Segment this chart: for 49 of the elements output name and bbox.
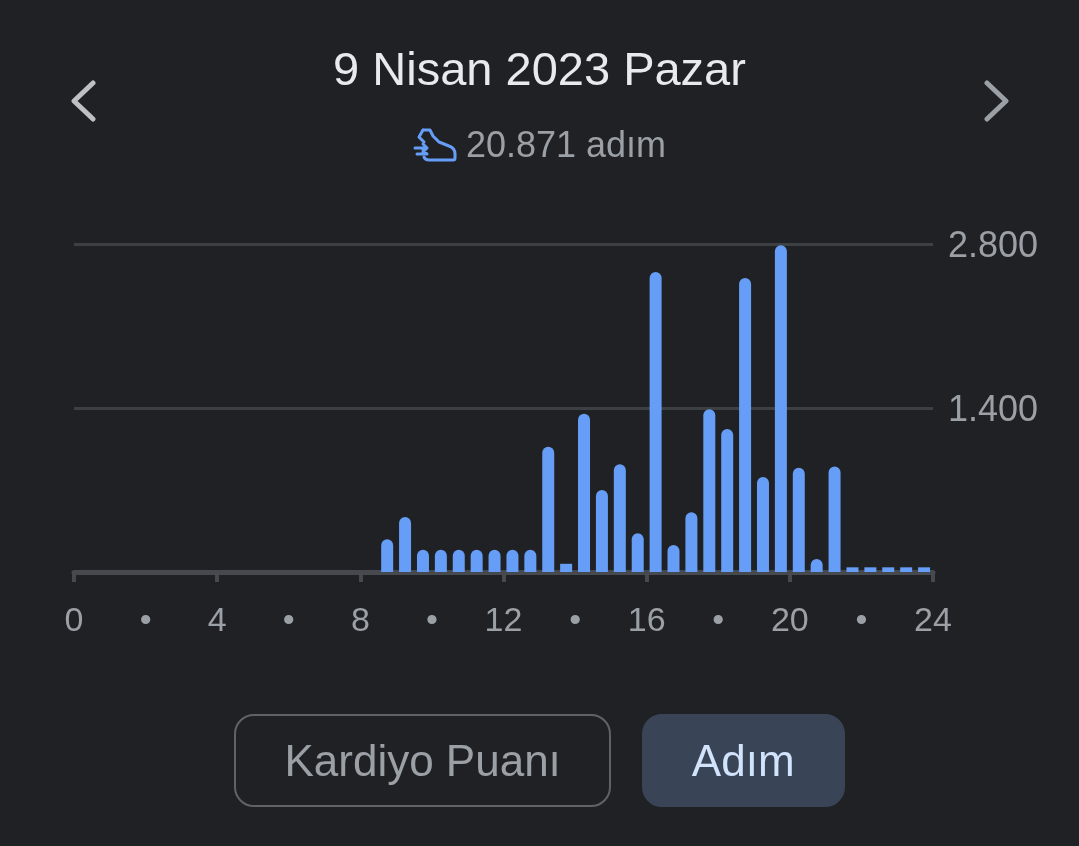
bar [828,466,841,572]
bar [649,272,662,572]
bar [506,549,519,572]
bar [416,549,429,572]
bar [685,512,698,572]
y-tick-label: 2.800 [948,223,1039,265]
x-tick-label: 0 [64,600,84,638]
toggle-button[interactable]: Adım [641,714,845,807]
x-tick-label: • [282,600,295,638]
x-tick-label: • [855,600,868,638]
chart-subtitle: 20.871 adım [465,124,667,166]
bar [864,567,877,572]
bar [399,516,412,572]
x-tick-label: • [425,600,438,638]
y-tick-label: 1.400 [948,387,1039,429]
bar [882,567,895,572]
toggle-button[interactable]: Kardiyo Puanı [234,714,611,807]
bar [613,464,626,572]
bar [488,549,501,572]
bar [918,567,931,572]
bar [900,567,913,572]
bar [560,563,573,572]
bar [470,549,483,572]
bar [434,549,447,572]
x-tick-label: 16 [627,600,666,638]
bar [792,467,805,572]
x-tick-label: 24 [914,600,952,638]
bar [721,429,734,572]
x-tick-label: 12 [484,600,523,638]
x-tick-label: • [712,600,725,638]
bar [452,549,465,572]
bar [524,549,537,572]
bar [756,477,769,572]
x-tick-label: 8 [350,600,370,638]
x-tick-label: • [139,600,152,638]
bar [631,533,644,572]
bar [381,539,394,572]
bar [667,545,680,572]
bar [703,409,716,572]
x-tick-label: • [569,600,582,638]
bar [739,277,752,572]
bar [578,413,591,572]
bar [542,446,555,572]
bar [846,567,859,572]
x-tick-label: 4 [207,600,227,638]
chart-title: 9 Nisan 2023 Pazar [332,41,747,97]
bar [774,245,787,572]
bar [595,490,608,572]
x-tick-label: 20 [770,600,809,638]
